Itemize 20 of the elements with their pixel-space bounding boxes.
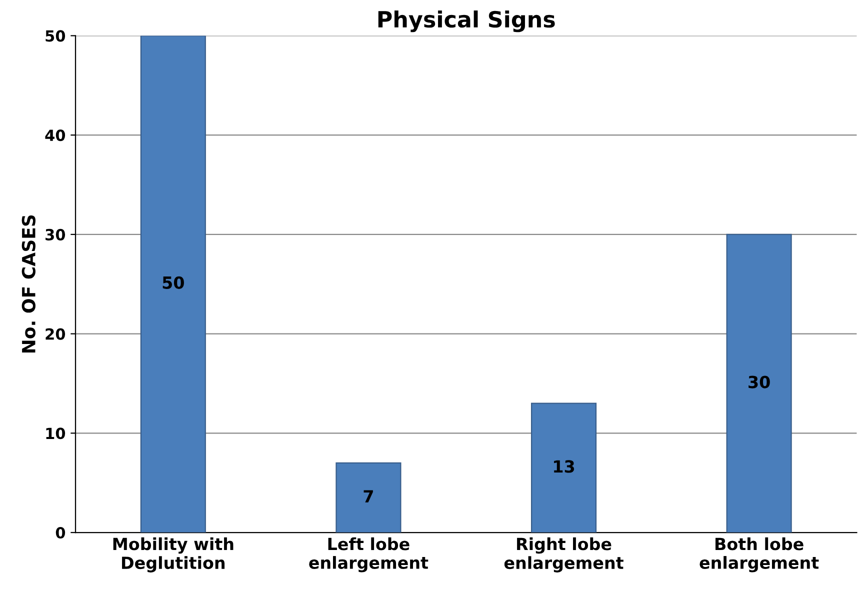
x-tick-label: Right lobe enlargement <box>504 537 624 572</box>
chart-title: Physical Signs <box>378 10 555 32</box>
data-label: 13 <box>554 460 574 473</box>
bar <box>336 462 402 533</box>
bar <box>140 36 206 533</box>
bar <box>726 234 792 533</box>
y-tick-label: 30 <box>46 228 66 240</box>
x-tick-label: Mobility with Deglutition <box>113 537 234 572</box>
y-tick-label: 50 <box>46 30 66 42</box>
bar <box>530 402 597 533</box>
y-tick-label: 0 <box>56 526 66 539</box>
x-tick-label: Both lobe enlargement <box>700 537 819 572</box>
data-label: 50 <box>162 276 184 289</box>
y-tick-label: 40 <box>45 130 66 142</box>
y-tick-label: 20 <box>46 328 66 340</box>
y-tick-label: 10 <box>46 428 66 440</box>
x-tick-label: Left lobe enlargement <box>309 537 428 572</box>
data-label: 7 <box>364 490 373 502</box>
y-axis-title: No. OF CASES <box>22 215 36 353</box>
data-label: 30 <box>748 376 770 388</box>
